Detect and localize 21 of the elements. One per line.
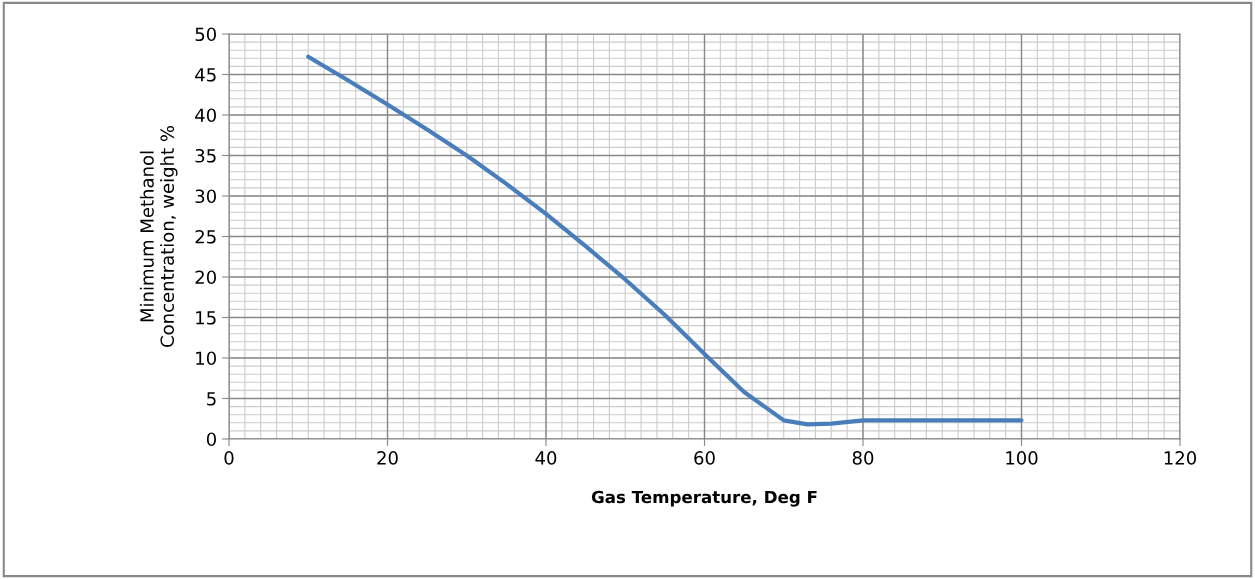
x-tick-label: 20 xyxy=(377,451,398,465)
y-axis-title: Minimum Methanol Concentration, weight % xyxy=(139,126,178,347)
x-tick-label: 60 xyxy=(694,451,715,465)
x-tick-label: 120 xyxy=(1164,451,1197,465)
x-tick-label: 0 xyxy=(224,451,234,465)
x-axis-title: Gas Temperature, Deg F xyxy=(591,490,817,507)
y-tick-label: 35 xyxy=(195,148,216,163)
y-tick-label: 40 xyxy=(195,108,216,123)
y-tick-label: 10 xyxy=(196,351,216,366)
line-series xyxy=(306,54,1024,427)
y-tick-label: 15 xyxy=(196,311,216,325)
y-tick-label: 45 xyxy=(195,68,216,82)
y-tick-label: 0 xyxy=(206,432,216,447)
y-tick-label: 50 xyxy=(195,27,216,42)
x-tick-label: 100 xyxy=(1006,451,1038,465)
y-tick-label: 5 xyxy=(207,392,216,406)
y-tick-label: 20 xyxy=(195,270,216,285)
x-tick-label: 80 xyxy=(852,451,874,465)
x-tick-label: 40 xyxy=(535,451,557,465)
y-tick-label: 25 xyxy=(195,229,216,244)
y-tick-label: 30 xyxy=(195,189,216,204)
